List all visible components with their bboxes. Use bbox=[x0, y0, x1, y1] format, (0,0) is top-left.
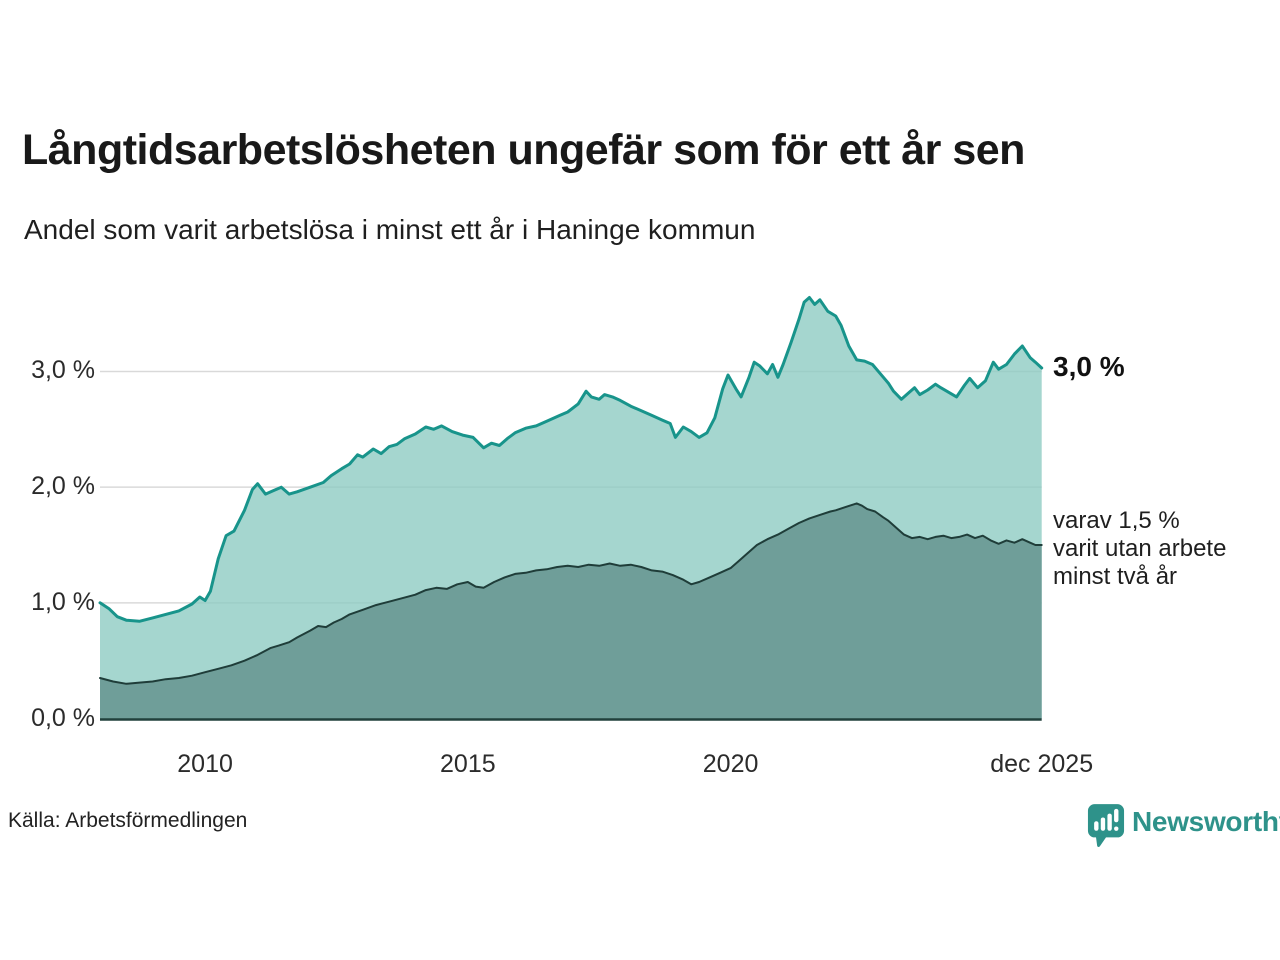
series-two-years-line bbox=[99, 502, 1043, 685]
x-axis-tick-label: 2020 bbox=[702, 750, 759, 778]
page-subtitle: Andel som varit arbetslösa i minst ett å… bbox=[24, 214, 756, 245]
newsworthy-logo: Newsworthy bbox=[1087, 803, 1280, 849]
end-value-label-two-years: varav 1,5 % varit utan arbete minst två … bbox=[1053, 507, 1226, 591]
x-axis-tick-label: dec 2025 bbox=[990, 750, 1094, 778]
annotation-line: minst två år bbox=[1053, 563, 1178, 590]
annotation-line: varav 1,5 % bbox=[1053, 507, 1180, 534]
y-axis-tick-label: 0,0 % bbox=[31, 703, 95, 732]
annotation-line: varit utan arbete bbox=[1053, 535, 1227, 562]
series-two-years-area bbox=[100, 503, 1042, 719]
newsworthy-wordmark: Newsworthy bbox=[1132, 806, 1280, 837]
x-axis-tick-label: 2010 bbox=[177, 750, 233, 778]
y-axis-tick-label: 2,0 % bbox=[31, 472, 95, 501]
series-total-line bbox=[98, 296, 1044, 623]
x-axis-tick-label: 2015 bbox=[440, 750, 496, 778]
y-axis-tick-label: 3,0 % bbox=[31, 356, 95, 385]
end-value-label-total: 3,0 % bbox=[1053, 351, 1125, 382]
source-attribution: Källa: Arbetsförmedlingen bbox=[8, 809, 248, 832]
y-axis-tick-label: 1,0 % bbox=[31, 587, 95, 616]
bar-chart-speech-bubble-icon bbox=[1087, 804, 1125, 847]
page-title: Långtidsarbetslösheten ungefär som för e… bbox=[22, 126, 1025, 174]
